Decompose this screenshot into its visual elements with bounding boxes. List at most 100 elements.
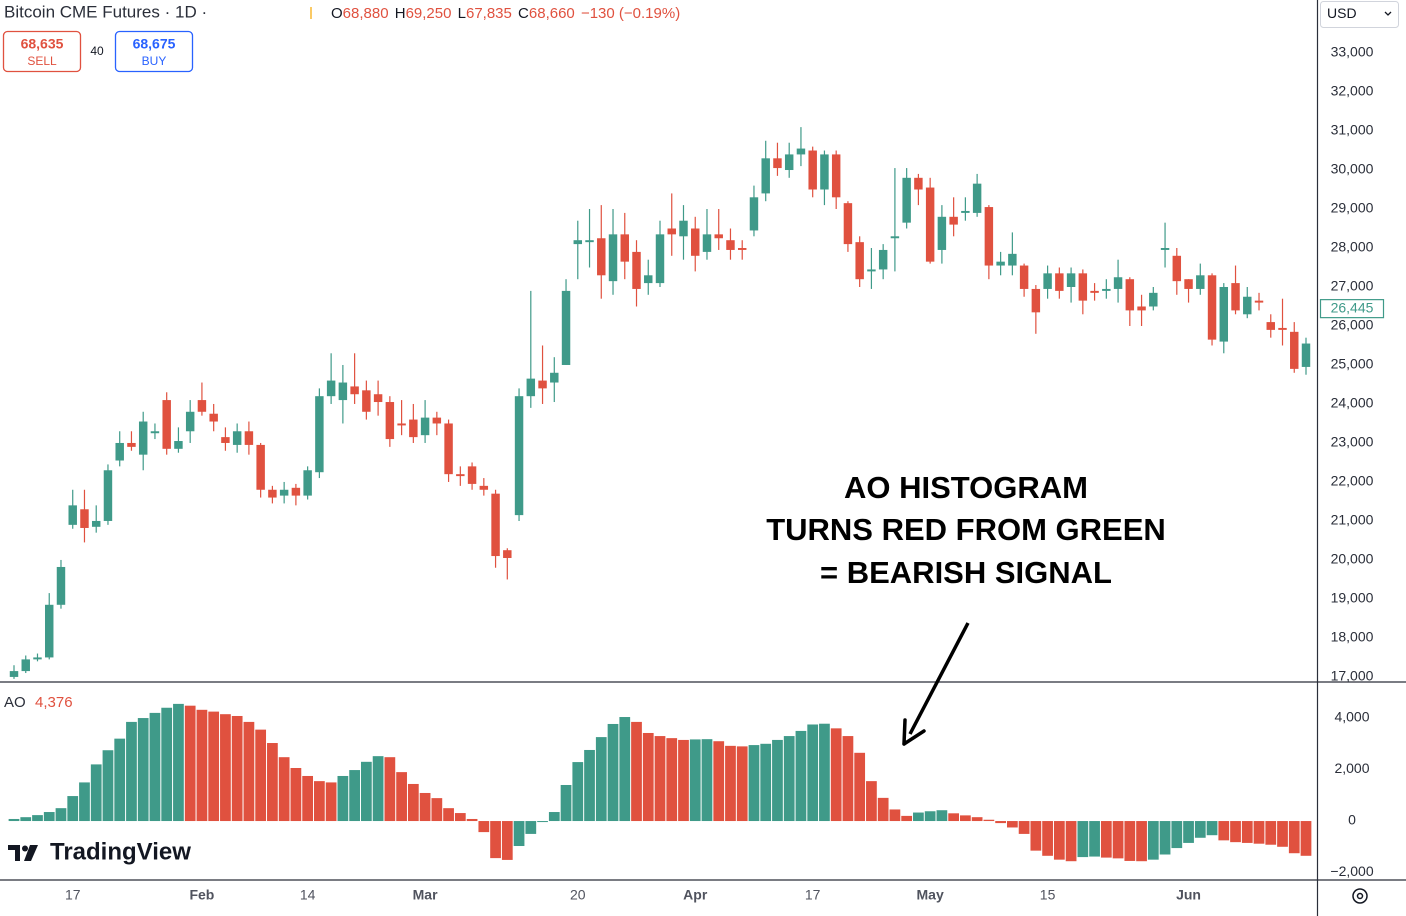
currency-label[interactable]: USD (1327, 5, 1357, 21)
candle-body (491, 493, 500, 557)
ao-bar (431, 798, 443, 822)
buy-box[interactable] (114, 30, 194, 73)
candle-body (1043, 273, 1052, 289)
ao-bar (337, 775, 349, 822)
last-price-box (1319, 299, 1385, 319)
candle-body (338, 382, 348, 401)
candle-body (702, 234, 712, 252)
spread: 40 (90, 44, 104, 58)
ohlc-value: 68,660 (529, 5, 575, 22)
candle-body (1231, 283, 1240, 311)
last-price-label: 26,445 (1331, 299, 1374, 315)
buy-label[interactable]: BUY (142, 54, 167, 68)
ao-bar (631, 721, 642, 822)
ao-bar (1159, 821, 1171, 855)
arrow-head (902, 718, 926, 746)
candle-body (209, 413, 218, 422)
candle-body (420, 417, 430, 436)
logo-dot (22, 845, 28, 852)
chevron[interactable] (1384, 11, 1392, 16)
sell-price[interactable]: 68,635 (21, 36, 64, 52)
candle-body (279, 489, 289, 496)
ao-bar (525, 821, 537, 834)
y-tick-label: 30,000 (1331, 161, 1374, 177)
y-tick-label: 20,000 (1331, 551, 1374, 567)
ao-bar (783, 736, 795, 822)
ohlc-key: L (458, 5, 466, 22)
candle-body (315, 396, 324, 473)
candle-body (726, 240, 735, 250)
ao-bar (55, 808, 67, 822)
candle-body (737, 248, 747, 250)
candle-body (1102, 288, 1111, 291)
candle-body (538, 380, 547, 389)
candle-body (1254, 300, 1264, 303)
ohlc-key: C (518, 5, 529, 22)
ohlc-key: O (331, 5, 343, 22)
ao-bar (1077, 821, 1089, 858)
candle-body (561, 290, 571, 365)
ao-bar (161, 707, 173, 822)
ao-bar (1065, 821, 1077, 862)
candle-body (9, 671, 19, 677)
ao-bar (231, 715, 243, 822)
ao-bar (572, 762, 584, 822)
candle-body (1078, 273, 1088, 301)
candle-body (632, 251, 641, 289)
candle-body (1066, 273, 1076, 287)
y-tick-label: 26,000 (1331, 317, 1374, 333)
currency-select[interactable]: USD (1320, 1, 1399, 28)
candle-body (1149, 292, 1158, 307)
candle-body (256, 444, 265, 490)
ao-bar (1089, 821, 1100, 857)
candle-body (1219, 286, 1229, 342)
candle-body (949, 216, 958, 225)
candle-body (409, 419, 418, 438)
ao-bar (619, 717, 631, 822)
ao-bar (1136, 821, 1147, 862)
ao-bar (548, 812, 560, 822)
candle-body (33, 657, 42, 660)
ao-bar (983, 819, 995, 822)
settings-icon[interactable] (1352, 888, 1368, 904)
sell-label[interactable]: SELL (27, 54, 57, 68)
candle-body (162, 400, 171, 449)
candle-body (667, 228, 676, 235)
ao-bar (454, 813, 466, 822)
candle-body (350, 386, 359, 395)
buy-button[interactable]: 68,675 BUY (114, 30, 194, 73)
candle-body (1137, 306, 1146, 311)
candle-body (761, 158, 770, 194)
gear-hub[interactable] (1356, 892, 1364, 900)
ao-bar (1006, 821, 1018, 828)
candle-body (796, 148, 806, 155)
ao-bar (137, 718, 149, 822)
ao-bar (1042, 821, 1053, 856)
ao-bar (1147, 821, 1159, 860)
buy-price[interactable]: 68,675 (133, 36, 176, 52)
ao-bar (360, 761, 372, 822)
candle-body (1290, 331, 1299, 369)
ao-bar (877, 797, 889, 822)
x-tick-label: Apr (683, 887, 708, 903)
candle-body (925, 187, 935, 262)
candle-body (608, 234, 618, 282)
ao-bar (325, 782, 337, 822)
ao-bar (1030, 821, 1042, 851)
y-tick-label: 0 (1348, 812, 1356, 828)
ao-bar (349, 770, 360, 822)
candle-body (1266, 322, 1275, 330)
y-tick-label: 2,000 (1334, 760, 1369, 776)
sell-button[interactable]: 68,635 SELL (2, 30, 82, 73)
currency-box[interactable] (1320, 1, 1399, 28)
candle-body (1196, 275, 1205, 289)
ao-bar (1206, 821, 1218, 836)
sell-box[interactable] (2, 30, 82, 73)
annotation: = BEARISH SIGNAL (820, 555, 1112, 590)
ao-bar (278, 757, 290, 822)
gear[interactable] (1352, 888, 1368, 904)
ao-bar (595, 737, 607, 822)
candle-body (432, 417, 442, 424)
ao-bar (854, 752, 866, 822)
ao-bar (67, 796, 79, 822)
